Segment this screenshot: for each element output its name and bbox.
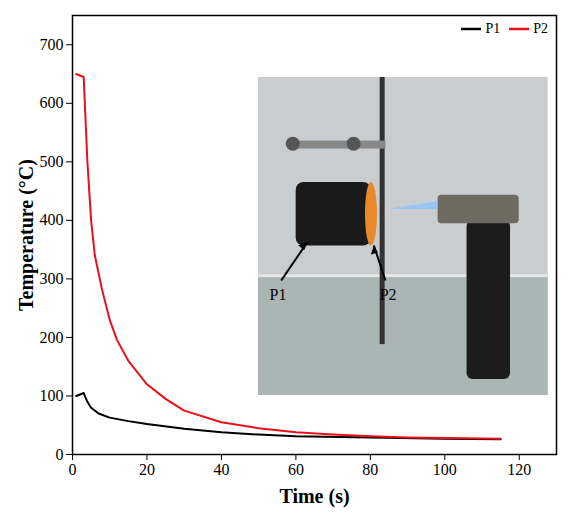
svg-text:Time (s): Time (s)	[279, 485, 349, 508]
svg-text:200: 200	[40, 329, 64, 346]
svg-text:80: 80	[362, 461, 378, 478]
svg-text:500: 500	[40, 153, 64, 170]
svg-text:P1: P1	[270, 286, 287, 303]
svg-text:100: 100	[433, 461, 457, 478]
svg-text:300: 300	[40, 270, 64, 287]
svg-text:P2: P2	[380, 286, 397, 303]
html-text:P1: P1	[485, 21, 501, 36]
svg-text:40: 40	[213, 461, 229, 478]
svg-text:120: 120	[507, 461, 531, 478]
svg-text:100: 100	[40, 387, 64, 404]
svg-text:400: 400	[40, 211, 64, 228]
svg-text:700: 700	[40, 36, 64, 53]
svg-text:0: 0	[69, 461, 77, 478]
svg-text:0: 0	[56, 446, 64, 463]
svg-text:20: 20	[139, 461, 155, 478]
html-text:P2: P2	[533, 21, 548, 36]
svg-text:Temperature (°C): Temperature (°C)	[15, 159, 38, 311]
svg-text:60: 60	[288, 461, 304, 478]
svg-text:600: 600	[40, 94, 64, 111]
